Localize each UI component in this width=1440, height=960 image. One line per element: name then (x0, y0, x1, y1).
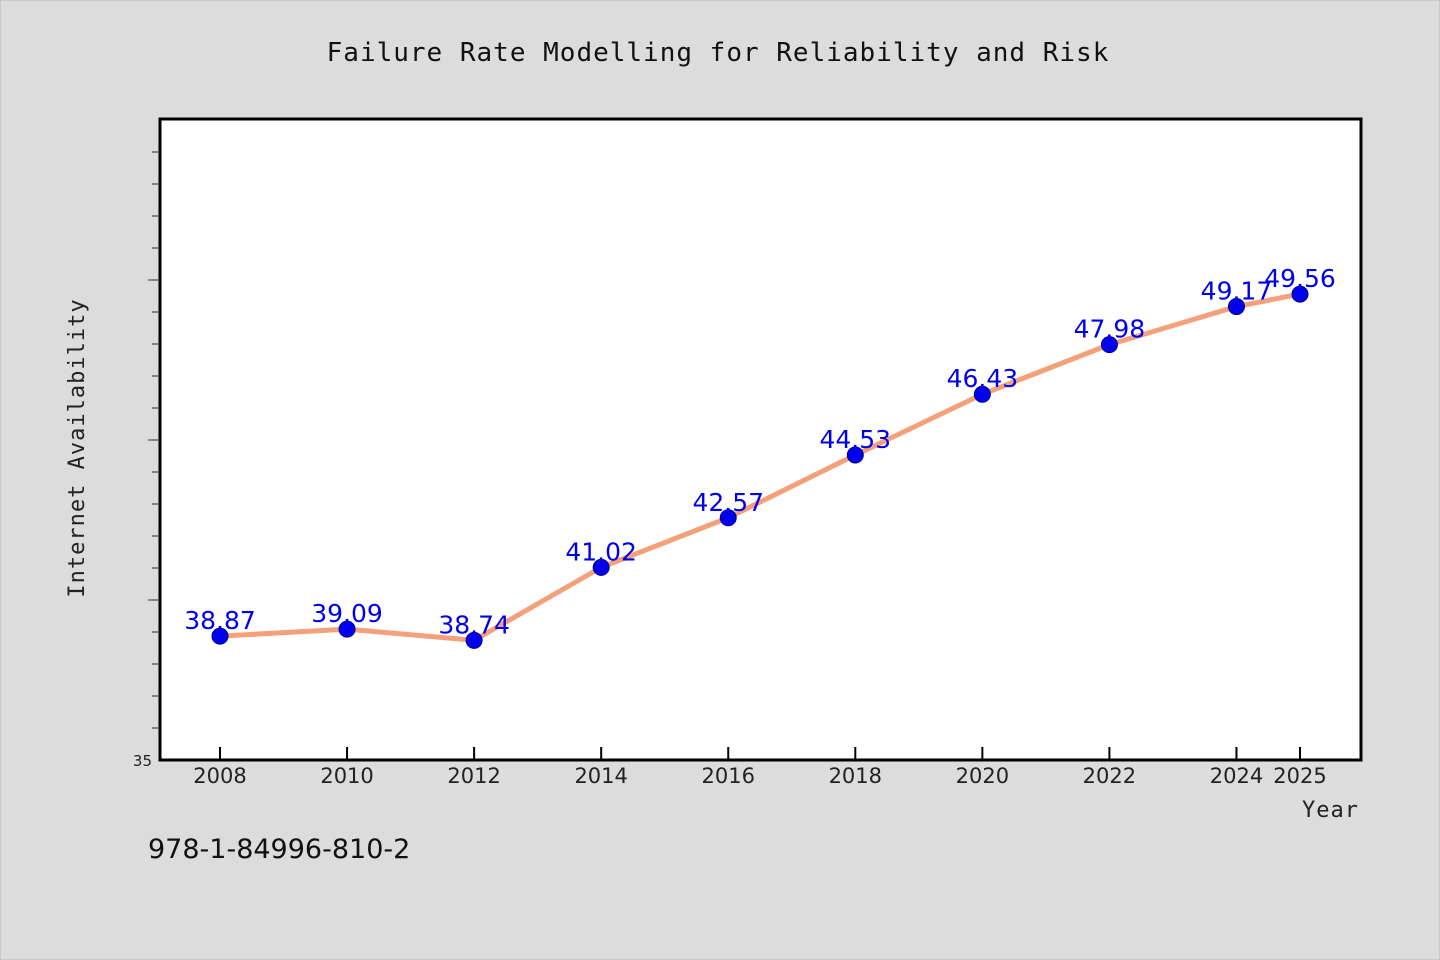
data-label: 42.57 (692, 488, 764, 517)
data-point (1291, 285, 1309, 303)
data-label: 38.74 (438, 610, 510, 639)
data-point (846, 446, 864, 464)
data-label: 49.56 (1264, 264, 1336, 293)
x-tick-label: 2024 (1210, 764, 1263, 788)
y-axis-label: Internet Availability (65, 298, 90, 597)
data-label: 49.17 (1201, 277, 1273, 306)
x-tick-label: 2010 (320, 764, 373, 788)
data-label: 38.87 (184, 606, 256, 635)
data-point (973, 385, 991, 403)
data-point (338, 620, 356, 638)
data-point (719, 509, 737, 527)
data-label: 47.98 (1074, 315, 1146, 344)
data-point (211, 627, 229, 645)
data-point (592, 558, 610, 576)
data-point (1227, 298, 1245, 316)
data-label: 41.02 (565, 537, 637, 566)
data-point (465, 631, 483, 649)
x-tick-label: 2014 (574, 764, 627, 788)
x-axis-ticks (219, 747, 1301, 760)
data-labels: 38.87 39.09 38.74 41.02 42.57 44.53 46.43 47.98… (184, 264, 1336, 639)
plot-area (158, 117, 1363, 762)
series-line (217, 291, 1303, 643)
x-tick-label: 2025 (1273, 764, 1326, 788)
y-axis-ticks (148, 151, 160, 729)
data-markers (211, 285, 1309, 649)
x-axis-tick-labels: 2008 2010 2012 2014 2016 2018 2020 2022 2024 2025 (193, 764, 1326, 788)
isbn-text: 978-1-84996-810-2 (148, 834, 411, 865)
x-tick-label: 2008 (193, 764, 246, 788)
x-tick-label: 2012 (447, 764, 500, 788)
x-tick-label: 2018 (829, 764, 882, 788)
y-axis-min-label: 35 (133, 752, 152, 770)
x-axis-label: Year (1302, 798, 1359, 823)
chart-title: Failure Rate Modelling for Reliability a… (327, 38, 1110, 68)
data-label: 44.53 (820, 425, 892, 454)
data-point (1100, 336, 1118, 354)
data-label: 39.09 (311, 599, 383, 628)
x-tick-label: 2020 (956, 764, 1009, 788)
x-tick-label: 2022 (1083, 764, 1136, 788)
data-label: 46.43 (947, 364, 1019, 393)
x-tick-label: 2016 (702, 764, 755, 788)
